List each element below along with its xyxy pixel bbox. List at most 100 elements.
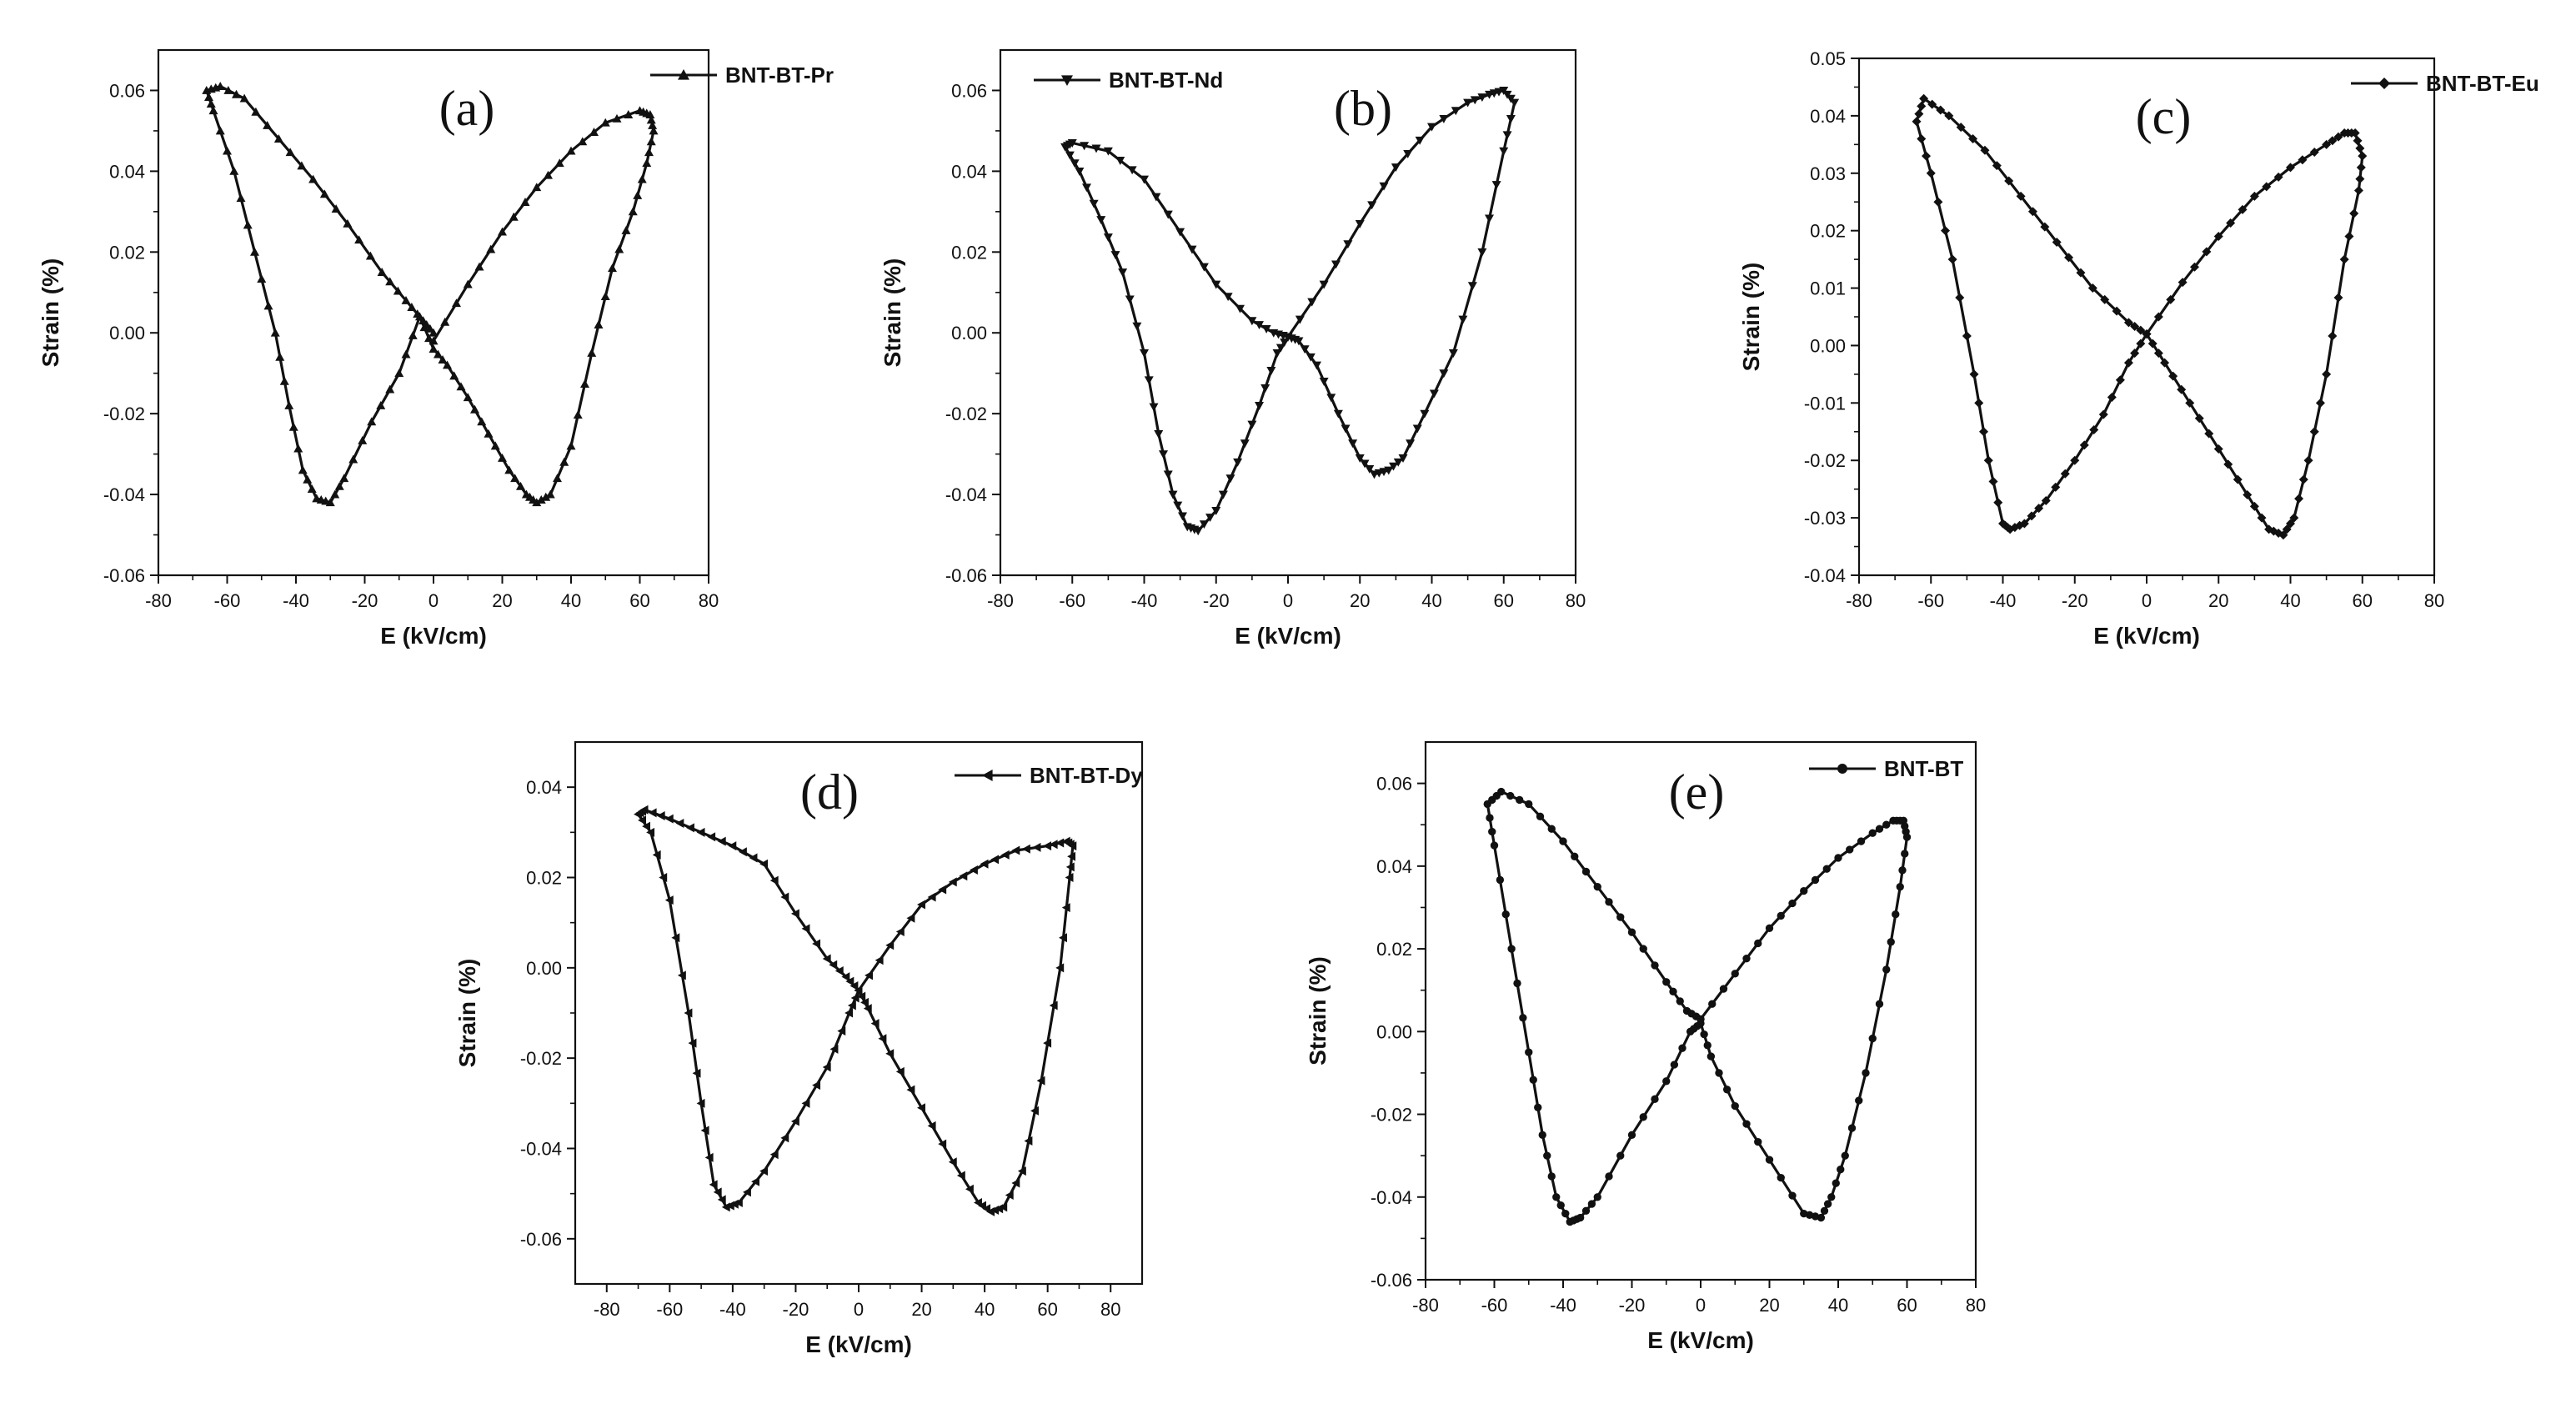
chart-d-svg: -80 -60 -40 -20 0 20 40 60 80 -0.06 -0.04 -0.02 0.00… — [454, 740, 1143, 1357]
chart-d-data-point — [986, 1206, 995, 1216]
chart-d-data-point — [812, 1081, 821, 1091]
chart-e-data-point — [1507, 945, 1516, 953]
chart-a-data-point — [348, 454, 358, 464]
chart-c-data-point — [2115, 375, 2125, 385]
chart-c-y-tick-label: -0.01 — [1804, 393, 1846, 414]
chart-d-data-point — [978, 1201, 986, 1211]
chart-c-data-point — [1926, 168, 1936, 178]
chart-e-data-point — [1639, 1113, 1647, 1121]
chart-c-data-point — [2130, 321, 2140, 331]
chart-d-data-point — [790, 909, 799, 919]
chart-b-data-point — [1427, 123, 1436, 132]
chart-a-data-point — [587, 348, 597, 357]
chart-c-data-point — [2202, 247, 2212, 257]
chart-c-data-point — [2136, 325, 2146, 335]
chart-c-data-point — [2333, 132, 2343, 142]
chart-d-data-point — [713, 1187, 722, 1197]
chart-c-data-point — [2315, 398, 2325, 408]
chart-a-data-point — [223, 146, 232, 155]
chart-b-data-point — [1467, 282, 1477, 291]
chart-a-data-point — [516, 481, 525, 490]
chart-b-data-point — [1502, 131, 1512, 140]
chart-c-data-point — [2034, 504, 2044, 514]
chart-c-data-point — [2223, 459, 2233, 469]
chart-b-data-point — [1199, 263, 1209, 272]
chart-d-x-tick-label: 40 — [975, 1299, 995, 1320]
panel-c: -80 -60 -40 -20 0 20 40 60 80 -0.04 -0.03 -0.02 -0.0… — [1717, 0, 2576, 717]
chart-a-data-point — [600, 292, 610, 301]
chart-d-data-point — [717, 836, 726, 846]
chart-c-data-point — [1956, 123, 1966, 133]
chart-a-data-point — [236, 193, 246, 203]
chart-d-panel-label: (d) — [800, 765, 859, 820]
chart-b-data-point — [1393, 458, 1403, 467]
chart-b-data-point — [1070, 159, 1080, 168]
chart-a-data-point — [250, 247, 259, 256]
chart-c-data-point — [2294, 494, 2304, 504]
chart-b-data-point — [1211, 280, 1221, 289]
chart-a-legend-label: BNT-BT-Pr — [725, 63, 834, 88]
chart-c-data-point — [1974, 398, 1984, 408]
chart-a-data-point — [229, 166, 239, 175]
chart-b-data-point — [1091, 144, 1101, 153]
chart-a-data-point — [407, 303, 417, 311]
chart-e-data-point — [1662, 1077, 1671, 1086]
chart-d-data-point — [995, 1204, 1004, 1214]
chart-b-x-tick-label: 80 — [1566, 590, 1586, 611]
chart-a-data-point — [288, 422, 298, 431]
chart-b-x-tick-label: 0 — [1283, 590, 1293, 611]
chart-b-data-point — [1491, 181, 1501, 190]
chart-c-x-tick-label: 60 — [2353, 590, 2373, 611]
chart-e-data-point — [1898, 866, 1907, 875]
chart-a-y-tick-label: -0.06 — [103, 565, 145, 586]
chart-e-data-point — [1731, 1101, 1739, 1111]
chart-a-data-point — [215, 82, 225, 91]
chart-e-x-tick-label: 0 — [1696, 1295, 1706, 1316]
chart-b-data-point — [1065, 151, 1075, 160]
chart-d-data-point — [638, 815, 646, 825]
chart-c-data-point — [2148, 338, 2158, 348]
chart-d-data-point — [980, 859, 989, 869]
chart-b-data-point — [1140, 175, 1149, 184]
chart-e-data-point — [1700, 1030, 1708, 1039]
chart-b-data-point — [1333, 409, 1343, 419]
chart-a-data-point — [319, 189, 329, 198]
chart-e-data-point — [1901, 850, 1909, 858]
chart-d-data-point — [656, 810, 665, 820]
chart-b-data-point — [1103, 233, 1113, 243]
chart-b-data-point — [1067, 139, 1077, 148]
chart-a-x-tick-label: 80 — [699, 590, 719, 611]
panel-b: -80 -60 -40 -20 0 20 40 60 80 -0.06 -0.04 -0.02 0.00… — [859, 0, 1717, 717]
chart-d-data-point — [990, 1206, 1000, 1216]
chart-b-data-point — [1163, 210, 1173, 219]
chart-d-y-tick-label: -0.06 — [520, 1229, 562, 1250]
chart-a-data-point — [303, 474, 313, 484]
chart-a-x-tick-label: 40 — [561, 590, 581, 611]
chart-b-data-point — [1389, 462, 1398, 471]
chart-b-data-point — [1406, 439, 1416, 449]
chart-c-data-point — [2289, 513, 2299, 523]
chart-c-data-point — [2298, 155, 2308, 165]
chart-e-data-point — [1566, 1217, 1574, 1226]
chart-b-data-point — [1154, 429, 1164, 439]
chart-e-data-point — [1670, 1060, 1679, 1069]
chart-a-data-point — [498, 227, 507, 236]
chart-d-data-point — [688, 1038, 697, 1048]
chart-e-data-point — [1547, 825, 1556, 833]
chart-c-data-point — [2070, 455, 2080, 465]
chart-e-data-point — [1686, 1027, 1695, 1035]
chart-e-legend-marker — [1837, 764, 1847, 774]
chart-e-data-point — [1820, 1206, 1829, 1215]
chart-d-data-point — [738, 847, 747, 857]
chart-a-data-point — [334, 481, 344, 490]
chart-b-data-point — [1360, 459, 1370, 469]
chart-b-data-point — [1510, 98, 1520, 108]
chart-d-data-point — [965, 1184, 974, 1194]
chart-e-data-point — [1837, 1166, 1845, 1174]
chart-d-y-tick-label: 0.00 — [526, 958, 562, 979]
chart-e-data-point — [1581, 1206, 1591, 1215]
chart-b-data-point — [1415, 136, 1425, 145]
chart-d-data-point — [759, 1166, 769, 1176]
chart-e-data-point — [1868, 1034, 1877, 1043]
chart-e-y-tick-label: -0.06 — [1371, 1270, 1412, 1291]
